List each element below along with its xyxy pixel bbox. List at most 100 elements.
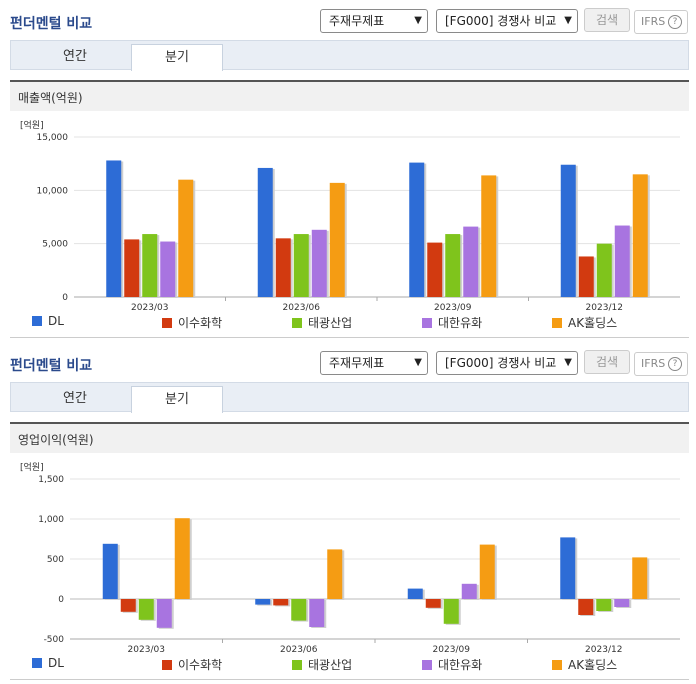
legend-item[interactable]: 태광산업 xyxy=(292,314,352,330)
legend-item[interactable]: AK홀딩스 xyxy=(552,314,617,330)
legend-label: 태광산업 xyxy=(308,658,353,672)
legend-swatch xyxy=(162,659,172,670)
y-tick-label: 1,500 xyxy=(38,475,64,485)
legend-swatch xyxy=(32,657,42,668)
bar[interactable] xyxy=(578,599,594,615)
bar[interactable] xyxy=(560,164,576,297)
select-value: 주재무제표 xyxy=(329,356,385,370)
legend-label: DL xyxy=(48,656,64,670)
comparison-select[interactable]: [FG000] 경쟁사 비교 ▼ xyxy=(436,9,578,33)
bar[interactable] xyxy=(275,238,291,297)
y-tick-label: 15,000 xyxy=(37,133,69,143)
legend-item[interactable]: DL xyxy=(32,656,64,672)
legend-swatch xyxy=(552,317,562,328)
help-icon[interactable]: ? xyxy=(668,15,682,29)
bar[interactable] xyxy=(309,599,325,627)
bar[interactable] xyxy=(138,599,154,620)
comparison-select[interactable]: [FG000] 경쟁사 비교 ▼ xyxy=(436,351,578,375)
ifrs-label: IFRS xyxy=(641,357,666,370)
statement-type-select[interactable]: 주재무제표 ▼ xyxy=(320,351,428,375)
bar[interactable] xyxy=(311,229,327,297)
ifrs-button[interactable]: IFRS? xyxy=(634,10,688,34)
bar[interactable] xyxy=(106,160,122,297)
y-tick-label: 1,000 xyxy=(38,515,64,525)
bar[interactable] xyxy=(463,226,479,297)
search-button[interactable]: 검색 xyxy=(584,8,630,32)
bar[interactable] xyxy=(329,182,345,297)
legend-label: 이수화학 xyxy=(178,316,223,330)
x-tick-label: 2023/12 xyxy=(586,303,623,313)
y-tick-label: 5,000 xyxy=(42,240,68,250)
legend-label: 이수화학 xyxy=(178,658,223,672)
select-value: [FG000] 경쟁사 비교 xyxy=(445,14,557,28)
bar[interactable] xyxy=(160,241,176,297)
legend-label: AK홀딩스 xyxy=(568,658,618,672)
bar[interactable] xyxy=(327,549,343,599)
legend-item[interactable]: AK홀딩스 xyxy=(552,656,617,672)
fundamental-section-2: 펀더멘털 비교 주재무제표 ▼ [FG000] 경쟁사 비교 ▼ 검색 IFRS? … xyxy=(0,342,696,684)
bar[interactable] xyxy=(596,243,612,297)
bar[interactable] xyxy=(443,599,459,624)
ifrs-button[interactable]: IFRS? xyxy=(634,352,688,376)
x-tick-label: 2023/03 xyxy=(128,645,165,655)
x-tick-label: 2023/12 xyxy=(585,645,622,655)
bar[interactable] xyxy=(255,599,271,605)
divider xyxy=(10,679,689,680)
bar[interactable] xyxy=(578,256,594,297)
tab-annual[interactable]: 연간 xyxy=(63,49,87,64)
chart-header: 매출액(억원) xyxy=(10,80,689,111)
chevron-down-icon: ▼ xyxy=(414,357,422,368)
bar[interactable] xyxy=(614,599,630,607)
divider xyxy=(10,337,689,338)
bar[interactable] xyxy=(178,179,194,297)
legend-item[interactable]: 대한유화 xyxy=(422,314,482,330)
bar[interactable] xyxy=(156,599,172,628)
legend-item[interactable]: 대한유화 xyxy=(422,656,482,672)
bar[interactable] xyxy=(273,599,289,606)
bar[interactable] xyxy=(291,599,307,621)
bar[interactable] xyxy=(120,599,136,612)
bar[interactable] xyxy=(461,583,477,599)
bar[interactable] xyxy=(596,599,612,611)
bar[interactable] xyxy=(293,234,309,297)
chevron-down-icon: ▼ xyxy=(564,15,572,26)
statement-type-select[interactable]: 주재무제표 ▼ xyxy=(320,9,428,33)
bar[interactable] xyxy=(445,234,461,297)
bar[interactable] xyxy=(481,175,497,297)
bar[interactable] xyxy=(409,162,425,297)
legend-label: AK홀딩스 xyxy=(568,316,618,330)
bar[interactable] xyxy=(632,174,648,297)
y-tick-label: -500 xyxy=(44,635,65,645)
chevron-down-icon: ▼ xyxy=(414,15,422,26)
bar[interactable] xyxy=(142,234,158,297)
legend-swatch xyxy=(162,317,172,328)
bar[interactable] xyxy=(425,599,441,608)
select-value: 주재무제표 xyxy=(329,14,385,28)
bar[interactable] xyxy=(124,239,140,297)
bar[interactable] xyxy=(102,543,118,599)
tab-annual[interactable]: 연간 xyxy=(63,391,87,406)
bar[interactable] xyxy=(407,588,423,599)
select-value: [FG000] 경쟁사 비교 xyxy=(445,356,557,370)
tab-quarterly[interactable]: 분기 xyxy=(131,44,223,71)
y-tick-label: 0 xyxy=(58,595,64,605)
bar[interactable] xyxy=(632,557,648,599)
help-icon[interactable]: ? xyxy=(668,357,682,371)
bar[interactable] xyxy=(427,242,443,297)
x-tick-label: 2023/03 xyxy=(131,303,168,313)
bar[interactable] xyxy=(614,225,630,297)
legend-item[interactable]: DL xyxy=(32,314,64,330)
legend-item[interactable]: 태광산업 xyxy=(292,656,352,672)
y-tick-label: 500 xyxy=(47,555,64,565)
bar[interactable] xyxy=(257,167,273,297)
fundamental-section-1: 펀더멘털 비교 주재무제표 ▼ [FG000] 경쟁사 비교 ▼ 검색 IFRS? … xyxy=(10,8,689,338)
bar[interactable] xyxy=(174,518,190,599)
legend-item[interactable]: 이수화학 xyxy=(162,314,222,330)
ifrs-label: IFRS xyxy=(641,15,666,28)
search-button[interactable]: 검색 xyxy=(584,350,630,374)
bar[interactable] xyxy=(479,544,495,599)
bar[interactable] xyxy=(560,537,576,599)
legend-item[interactable]: 이수화학 xyxy=(162,656,222,672)
tab-quarterly[interactable]: 분기 xyxy=(131,386,223,413)
operating-profit-chart: -500 0 500 1,000 1,500 2023/03 2023/06 2023/09 2… xyxy=(38,475,680,655)
